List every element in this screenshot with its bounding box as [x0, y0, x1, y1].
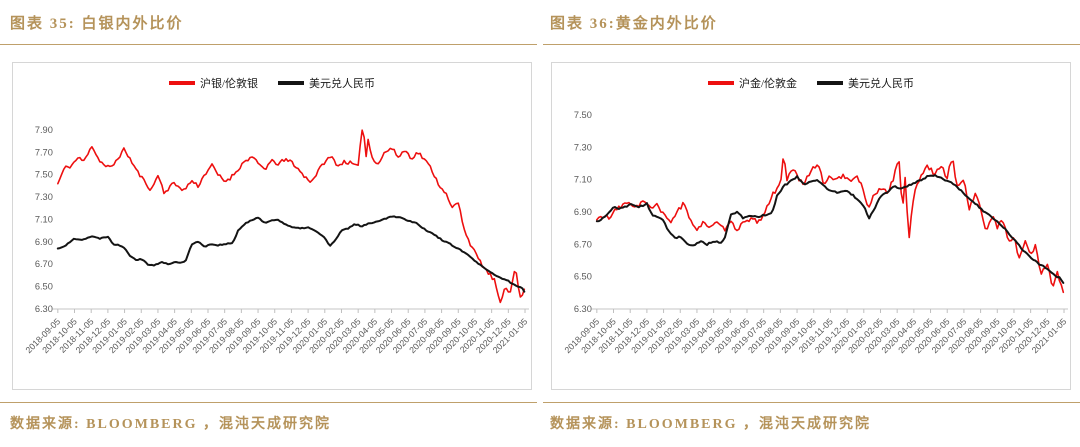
legend-line-red-icon [707, 81, 734, 85]
svg-text:6.90: 6.90 [574, 207, 592, 217]
legend-line-red-icon [168, 81, 195, 85]
svg-text:6.50: 6.50 [35, 282, 53, 292]
source-divider [543, 402, 1080, 403]
legend-label: 沪金/伦敦金 [738, 78, 798, 90]
svg-text:6.50: 6.50 [574, 272, 592, 282]
legend-item: 沪金/伦敦金 [707, 75, 798, 91]
title-divider [0, 44, 537, 45]
legend-label: 沪银/伦敦银 [199, 78, 259, 90]
legend-line-black-icon [278, 81, 305, 85]
svg-text:7.30: 7.30 [35, 192, 53, 202]
svg-text:6.30: 6.30 [35, 304, 53, 314]
chart-legend: 沪银/伦敦银 美元兑人民币 [13, 75, 531, 91]
svg-text:6.30: 6.30 [574, 304, 592, 314]
svg-text:7.90: 7.90 [35, 125, 53, 135]
svg-text:7.30: 7.30 [574, 142, 592, 152]
data-source-text: 数据来源: BLOOMBERG ，混沌天成研究院 [550, 417, 872, 432]
gold-ratio-chart: 2018-09-05 2018-10-05 2018-11-05 2018-12-05… [551, 62, 1071, 390]
source-divider [0, 402, 537, 403]
figure-gold-ratio: 图表 36:黄金内外比价 2018-09-05 2018-10-05 2018-11… [540, 0, 1080, 447]
svg-text:7.10: 7.10 [574, 175, 592, 185]
legend-line-black-icon [817, 81, 844, 85]
legend-label: 美元兑人民币 [309, 78, 376, 90]
figure-title-silver: 图表 35: 白银内外比价 [10, 16, 184, 32]
legend-item: 美元兑人民币 [817, 75, 914, 91]
figure-silver-ratio: 图表 35: 白银内外比价 2018-09-05 2018-10-05 2018-1… [0, 16, 537, 432]
silver-ratio-chart: 2018-09-05 2018-10-05 2018-11-05 2018-12-05… [12, 62, 532, 390]
svg-text:7.70: 7.70 [35, 147, 53, 157]
silver-chart-plot: 2018-09-052018-10-052018-11-052018-12-05… [24, 125, 530, 355]
svg-text:7.50: 7.50 [574, 110, 592, 120]
figure-title-gold: 图表 36:黄金内外比价 [550, 16, 718, 32]
svg-text:6.70: 6.70 [35, 259, 53, 269]
svg-text:7.50: 7.50 [35, 170, 53, 180]
gold-chart-plot: 2018-09-052018-10-052018-11-052018-12-05… [563, 110, 1069, 355]
svg-text:6.90: 6.90 [35, 237, 53, 247]
legend-item: 美元兑人民币 [278, 75, 375, 91]
svg-text:6.70: 6.70 [574, 239, 592, 249]
legend-label: 美元兑人民币 [848, 78, 915, 90]
chart-legend: 沪金/伦敦金 美元兑人民币 [552, 75, 1070, 91]
data-source-text: 数据来源: BLOOMBERG ，混沌天成研究院 [10, 417, 332, 432]
svg-text:7.10: 7.10 [35, 214, 53, 224]
title-divider [543, 44, 1080, 45]
legend-item: 沪银/伦敦银 [168, 75, 259, 91]
